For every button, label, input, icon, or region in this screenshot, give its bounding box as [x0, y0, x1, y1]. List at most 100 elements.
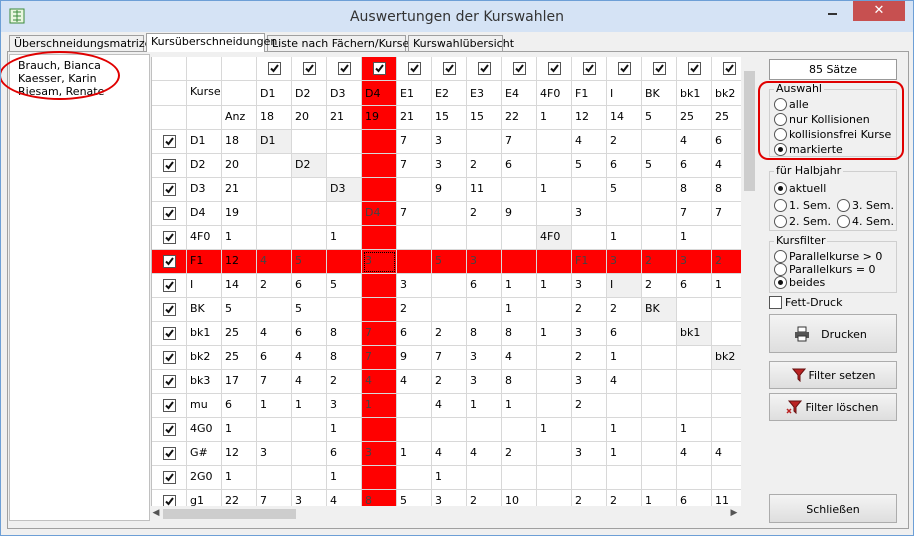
grid-cell: bk2 — [712, 81, 741, 106]
grid-cell — [537, 57, 572, 81]
radio-label[interactable]: markierte — [789, 143, 843, 156]
radio-label[interactable]: 4. Sem. — [852, 215, 894, 228]
checkbox[interactable] — [163, 495, 176, 506]
checkbox[interactable] — [163, 279, 176, 292]
grid-cell: 21 — [397, 106, 432, 130]
radio-button[interactable] — [837, 199, 850, 212]
checkbox[interactable] — [163, 159, 176, 172]
scroll-thumb[interactable] — [163, 509, 296, 519]
radio-label[interactable]: 1. Sem. — [789, 199, 831, 212]
radio-label[interactable]: 3. Sem. — [852, 199, 894, 212]
checkbox[interactable] — [723, 62, 736, 75]
grid-cell — [327, 130, 362, 154]
radio-label[interactable]: Parallelkurs = 0 — [789, 263, 876, 276]
radio-button[interactable] — [774, 263, 787, 276]
grid-cell: 6 — [677, 490, 712, 506]
checkbox[interactable] — [373, 62, 386, 75]
radio-button[interactable] — [774, 143, 787, 156]
schliessen-button[interactable]: Schließen — [769, 494, 897, 523]
checkbox[interactable] — [583, 62, 596, 75]
filter-setzen-button[interactable]: Filter setzen — [769, 361, 897, 389]
checkbox[interactable] — [163, 135, 176, 148]
grid-cell: 3 — [432, 130, 467, 154]
radio-button[interactable] — [774, 250, 787, 263]
checkbox[interactable] — [653, 62, 666, 75]
grid-cell — [152, 322, 187, 346]
checkbox[interactable] — [303, 62, 316, 75]
radio-label[interactable]: alle — [789, 98, 809, 111]
vertical-scrollbar[interactable] — [741, 57, 757, 506]
radio-label[interactable]: beides — [789, 276, 826, 289]
checkbox[interactable] — [163, 327, 176, 340]
grid-cell: 1 — [432, 466, 467, 490]
grid-cell: D3 — [327, 81, 362, 106]
grid-cell: 4F0 — [537, 226, 572, 250]
filter-loeschen-button[interactable]: Filter löschen — [769, 393, 897, 421]
checkbox[interactable] — [163, 447, 176, 460]
grid-cell — [642, 370, 677, 394]
grid-cell — [712, 466, 741, 490]
radio-label[interactable]: aktuell — [789, 182, 827, 195]
scroll-thumb[interactable] — [744, 71, 755, 191]
grid-cell: 2 — [642, 274, 677, 298]
checkbox[interactable] — [163, 255, 176, 268]
checkbox[interactable] — [618, 62, 631, 75]
tab[interactable]: Liste nach Fächern/Kursen — [267, 35, 416, 52]
checkbox[interactable] — [163, 375, 176, 388]
grid-cell: bk2 — [187, 346, 222, 370]
radio-button[interactable] — [774, 276, 787, 289]
radio-button[interactable] — [837, 215, 850, 228]
radio-button[interactable] — [774, 182, 787, 195]
radio-button[interactable] — [774, 98, 787, 111]
checkbox[interactable] — [163, 303, 176, 316]
window-title: Auswertungen der Kurswahlen — [349, 9, 564, 25]
grid-cell — [432, 57, 467, 81]
checkbox[interactable] — [513, 62, 526, 75]
radio-label[interactable]: 2. Sem. — [789, 215, 831, 228]
checkbox[interactable] — [163, 423, 176, 436]
grid-cell: D3 — [327, 178, 362, 202]
grid-cell: 2 — [397, 298, 432, 322]
grid-cell: 4 — [432, 394, 467, 418]
radio-button[interactable] — [774, 215, 787, 228]
drucken-button[interactable]: Drucken — [769, 314, 897, 353]
checkbox[interactable] — [443, 62, 456, 75]
student-list[interactable]: Brauch, Bianca Kaesser, Karin Riesam, Rena… — [9, 54, 150, 521]
grid-cell: F1 — [187, 250, 222, 274]
fett-druck-checkbox[interactable] — [769, 296, 782, 309]
checkbox[interactable] — [268, 62, 281, 75]
checkbox[interactable] — [478, 62, 491, 75]
tab[interactable]: Kursüberschneidungen — [146, 33, 277, 52]
grid-cell — [292, 202, 327, 226]
checkbox[interactable] — [688, 62, 701, 75]
checkbox[interactable] — [163, 351, 176, 364]
minimize-button[interactable] — [819, 3, 845, 21]
radio-label[interactable]: Parallelkurse > 0 — [789, 250, 883, 263]
checkbox[interactable] — [338, 62, 351, 75]
radio-button[interactable] — [774, 113, 787, 126]
radio-label[interactable]: kollisionsfrei Kurse — [789, 128, 892, 141]
checkbox[interactable] — [408, 62, 421, 75]
checkbox[interactable] — [163, 231, 176, 244]
horizontal-scrollbar[interactable]: ◀ ▶ — [151, 506, 741, 522]
radio-button[interactable] — [774, 128, 787, 141]
tab[interactable]: Kurswahlübersicht — [408, 35, 514, 52]
checkbox[interactable] — [548, 62, 561, 75]
radio-label[interactable]: nur Kollisionen — [789, 113, 870, 126]
radio-button[interactable] — [774, 199, 787, 212]
grid-cell: 1 — [537, 274, 572, 298]
record-count: 85 Sätze — [769, 59, 897, 80]
grid-cell: 8 — [677, 178, 712, 202]
checkbox[interactable] — [163, 471, 176, 484]
grid-cell: 1 — [537, 418, 572, 442]
grid-cell: E1 — [397, 81, 432, 106]
checkbox[interactable] — [163, 399, 176, 412]
checkbox[interactable] — [163, 207, 176, 220]
grid-cell: 7 — [502, 130, 537, 154]
close-button[interactable]: ✕ — [853, 1, 905, 21]
checkbox[interactable] — [163, 183, 176, 196]
tab[interactable]: Überschneidungsmatrizen — [9, 35, 158, 52]
grid-cell: BK — [187, 298, 222, 322]
grid-cell: 2 — [467, 154, 502, 178]
